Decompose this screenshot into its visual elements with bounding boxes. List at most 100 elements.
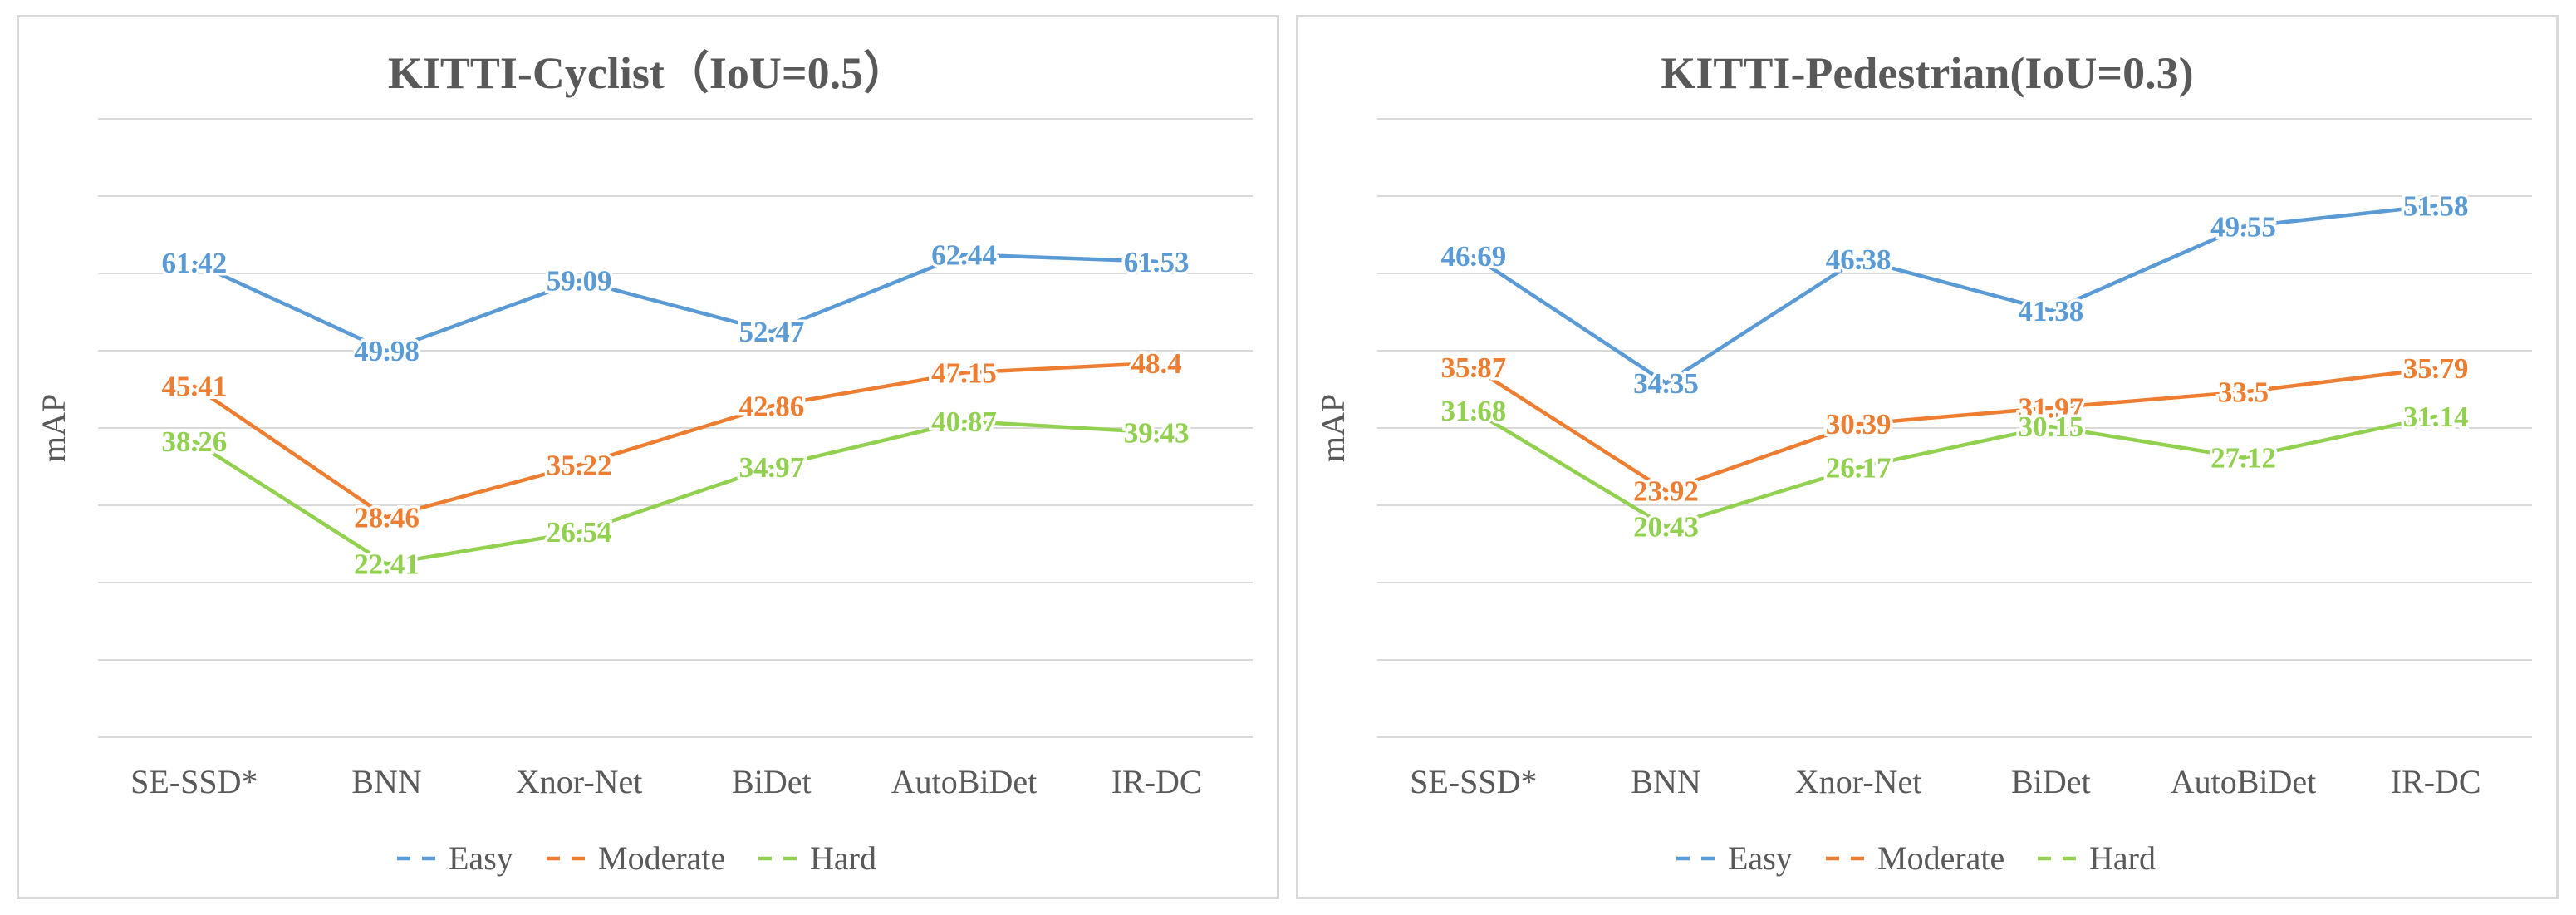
data-point: [1155, 259, 1159, 263]
data-point: [1664, 524, 1668, 529]
data-label: 31.97: [2018, 392, 2083, 425]
data-point: [769, 330, 773, 334]
x-tick-label: IR-DC: [1111, 763, 1202, 800]
legend-label: Moderate: [1877, 839, 2004, 877]
chart-panel-cyclist: KITTI-Cyclist（IoU=0.5） mAP SE-SSD* BNN Xnor-…: [17, 15, 1279, 899]
data-point: [1857, 257, 1861, 261]
series-line-moderate: [1472, 366, 2436, 493]
chart-title: KITTI-Cyclist（IoU=0.5）: [388, 48, 908, 98]
data-label: 52.47: [738, 316, 804, 348]
data-label: 45.41: [161, 371, 227, 403]
data-point: [385, 349, 389, 353]
data-label: 46.38: [1826, 244, 1892, 276]
data-label: 23.92: [1633, 475, 1699, 507]
x-tick-label: BiDet: [732, 763, 812, 800]
data-label: 30.15: [2018, 411, 2083, 443]
data-point: [1857, 422, 1861, 426]
gridlines: [98, 118, 1253, 738]
legend-label: Easy: [1728, 839, 1793, 877]
data-point: [2434, 204, 2438, 208]
data-point: [962, 371, 966, 375]
x-tick-label: SE-SSD*: [130, 763, 258, 800]
data-label: 46.69: [1440, 240, 1506, 273]
data-label: 28.46: [354, 501, 420, 534]
chart-title: KITTI-Pedestrian(IoU=0.3): [1661, 48, 2193, 98]
data-label: 49.55: [2210, 211, 2276, 244]
data-label: 39.43: [1124, 416, 1190, 449]
series-line-easy: [193, 253, 1157, 353]
legend-label: Hard: [2089, 839, 2156, 877]
data-point: [2241, 390, 2245, 394]
data-label: 31.14: [2403, 401, 2469, 433]
x-tick-label: Xnor-Net: [516, 763, 642, 800]
data-label: 22.41: [354, 549, 420, 581]
data-label: 42.86: [738, 390, 804, 422]
data-label: 38.26: [161, 426, 227, 458]
x-tick-label: AutoBiDet: [891, 763, 1038, 800]
data-point: [962, 253, 966, 257]
data-point: [1471, 366, 1475, 370]
data-label: 47.15: [931, 357, 997, 390]
data-point: [1471, 254, 1475, 258]
data-point: [2434, 414, 2438, 418]
legend: Easy Moderate Hard: [397, 839, 876, 877]
data-label: 26.54: [547, 516, 612, 549]
data-label: 59.09: [547, 264, 612, 297]
data-point: [192, 440, 196, 444]
legend-label: Easy: [449, 839, 513, 877]
data-point: [1664, 489, 1668, 493]
data-label: 34.97: [738, 451, 804, 484]
data-point: [1155, 361, 1159, 365]
data-label: 26.17: [1826, 451, 1892, 484]
legend-label: Moderate: [598, 839, 725, 877]
series-line-hard: [193, 419, 1157, 566]
x-tick-label: BNN: [351, 763, 421, 800]
data-label: 35.87: [1440, 352, 1506, 384]
series-line-easy: [1472, 204, 2436, 386]
data-label: 61.42: [161, 247, 227, 279]
data-label: 51.58: [2403, 189, 2469, 222]
data-point: [385, 562, 389, 566]
data-point: [2049, 406, 2053, 410]
data-label: 31.68: [1440, 395, 1506, 427]
series-line-moderate: [193, 361, 1157, 519]
legend: Easy Moderate Hard: [1676, 839, 2156, 877]
data-label: 20.43: [1633, 511, 1699, 544]
data-point: [577, 463, 581, 467]
data-label: 34.35: [1633, 367, 1699, 400]
legend-label: Hard: [810, 839, 876, 877]
data-point: [2049, 425, 2053, 429]
y-axis-label: mAP: [35, 394, 72, 462]
data-label: 40.87: [931, 406, 997, 438]
data-point: [769, 404, 773, 408]
data-point: [192, 384, 196, 388]
data-point: [2434, 366, 2438, 371]
x-tick-label: SE-SSD*: [1410, 763, 1537, 800]
data-point: [192, 260, 196, 264]
y-axis-label: mAP: [1314, 394, 1352, 462]
data-point: [2049, 308, 2053, 312]
data-point: [769, 465, 773, 469]
data-point: [577, 530, 581, 534]
x-tick-label: BiDet: [2011, 763, 2091, 800]
data-point: [1471, 409, 1475, 413]
chart-cyclist: KITTI-Cyclist（IoU=0.5） mAP SE-SSD* BNN Xnor-…: [35, 48, 1253, 877]
data-point: [577, 278, 581, 283]
chart-panel-pedestrian: KITTI-Pedestrian(IoU=0.3) mAP SE-SSD* BNN Xn…: [1296, 15, 2559, 899]
data-point: [385, 515, 389, 519]
gridlines: [1377, 118, 2532, 738]
x-tick-label: AutoBiDet: [2171, 763, 2317, 800]
data-label: 33.5: [2218, 376, 2269, 409]
data-point: [2241, 455, 2245, 460]
data-point: [962, 419, 966, 423]
data-label: 48.4: [1131, 347, 1182, 380]
x-tick-label: BNN: [1631, 763, 1700, 800]
data-point: [1155, 430, 1159, 435]
x-tick-label: IR-DC: [2391, 763, 2481, 800]
data-label: 41.38: [2018, 295, 2083, 327]
data-point: [2241, 224, 2245, 229]
data-label: 27.12: [2210, 442, 2276, 475]
data-label: 35.79: [2403, 352, 2469, 385]
data-label: 61.53: [1124, 246, 1190, 278]
data-label: 30.39: [1826, 408, 1892, 440]
